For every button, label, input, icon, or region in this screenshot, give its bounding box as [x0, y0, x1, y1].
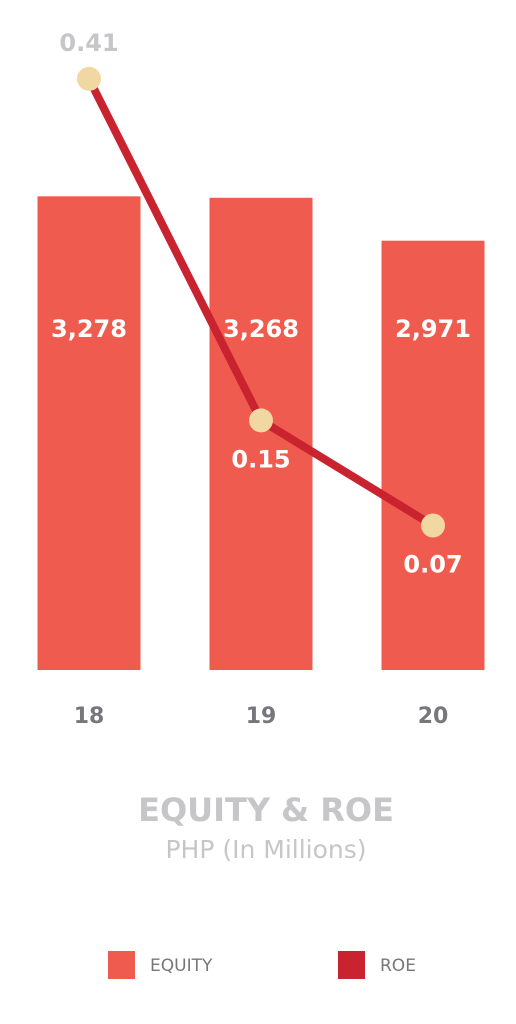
roe-value-label: 0.07 [403, 551, 462, 579]
roe-marker [421, 513, 445, 538]
legend-label: EQUITY [150, 956, 213, 976]
bar [381, 240, 485, 671]
bar-value-label: 3,268 [223, 315, 299, 343]
chart-title: EQUITY & ROE [138, 791, 394, 829]
x-tick-label: 19 [246, 704, 277, 729]
bar [209, 197, 313, 671]
bar-value-label: 3,278 [51, 315, 127, 343]
legend-swatch [108, 951, 135, 979]
bar-value-label: 2,971 [395, 315, 471, 343]
legend-swatch [338, 951, 365, 979]
roe-value-label: 0.15 [231, 445, 290, 473]
x-tick-label: 20 [418, 704, 449, 729]
roe-marker [77, 66, 101, 91]
x-tick-label: 18 [74, 704, 105, 729]
roe-value-label: 0.41 [59, 29, 118, 57]
bar [37, 196, 141, 671]
legend-label: ROE [380, 956, 416, 976]
roe-marker [249, 408, 273, 433]
chart-subtitle: PHP (In Millions) [165, 835, 366, 864]
